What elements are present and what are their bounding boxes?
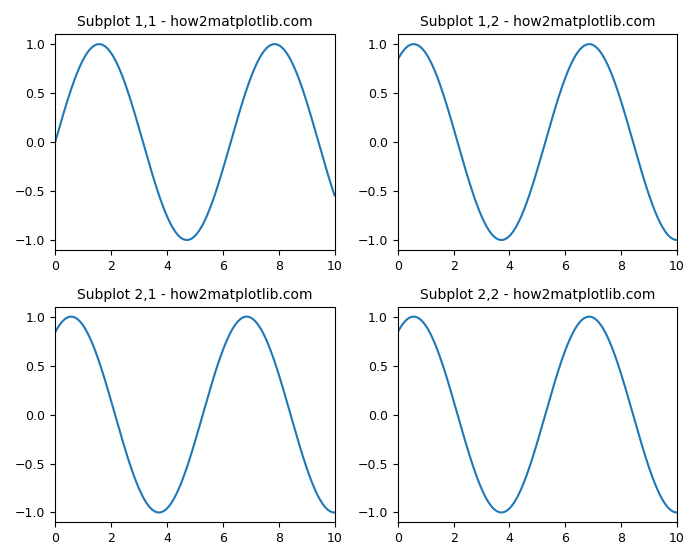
Title: Subplot 1,1 - how2matplotlib.com: Subplot 1,1 - how2matplotlib.com xyxy=(77,15,313,29)
Title: Subplot 1,2 - how2matplotlib.com: Subplot 1,2 - how2matplotlib.com xyxy=(419,15,655,29)
Title: Subplot 2,1 - how2matplotlib.com: Subplot 2,1 - how2matplotlib.com xyxy=(77,287,313,301)
Title: Subplot 2,2 - how2matplotlib.com: Subplot 2,2 - how2matplotlib.com xyxy=(420,287,655,301)
